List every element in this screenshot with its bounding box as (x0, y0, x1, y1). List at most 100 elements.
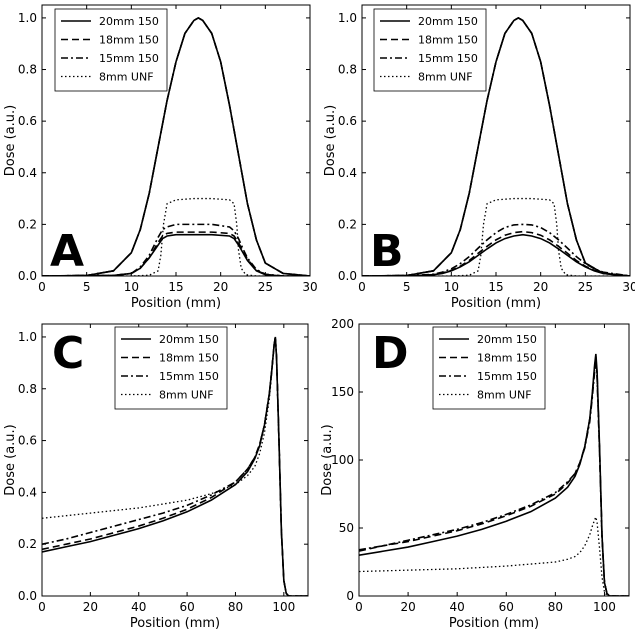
y-tick-label: 0.6 (18, 114, 37, 128)
x-tick-label: 100 (272, 600, 295, 614)
panel-letter: C (52, 328, 84, 379)
panel-d: 0 20 40 60 80 100 0 50 100 150 200 Position (mm) Dos… (320, 317, 630, 631)
x-tick-label: 20 (533, 280, 548, 294)
x-tick-label: 30 (622, 280, 635, 294)
legend-box (373, 8, 487, 92)
y-tick-label: 50 (339, 521, 354, 535)
series-line (42, 336, 308, 596)
legend-box (432, 326, 546, 410)
legend: 20mm 150 18mm 150 15mm 150 8mm UNF (114, 326, 228, 410)
x-tick-label: 20 (400, 600, 415, 614)
legend-label: 20mm 150 (477, 333, 537, 346)
series-line (362, 233, 630, 276)
y-tick-label: 0.2 (338, 217, 357, 231)
x-tick-label: 25 (258, 280, 273, 294)
y-axis-label: Dose (a.u.) (3, 424, 18, 495)
x-tick-label: 30 (302, 280, 317, 294)
series-line (42, 223, 310, 276)
y-axis-label: Dose (a.u.) (320, 424, 335, 495)
legend: 20mm 150 18mm 150 15mm 150 8mm UNF (54, 8, 168, 92)
y-tick-label: 1.0 (338, 11, 357, 25)
series-line (359, 515, 629, 596)
legend-label: 18mm 150 (159, 352, 219, 365)
legend-label: 15mm 150 (159, 370, 219, 383)
y-tick-label: 150 (331, 385, 354, 399)
y-tick-label: 0.8 (338, 63, 357, 77)
series-line (42, 16, 310, 276)
panel-letter: A (50, 226, 84, 277)
series-line (42, 336, 308, 596)
y-axis-label: Dose (a.u.) (3, 105, 18, 176)
x-tick-label: 80 (548, 600, 563, 614)
panel-letter: B (370, 226, 404, 277)
y-tick-label: 0.4 (338, 166, 357, 180)
x-tick-label: 0 (38, 280, 46, 294)
x-tick-label: 25 (578, 280, 593, 294)
x-tick-label: 15 (168, 280, 183, 294)
series-line (42, 231, 310, 276)
y-tick-label: 0.0 (18, 589, 37, 603)
series-line (362, 16, 630, 276)
y-tick-label: 1.0 (18, 330, 37, 344)
legend-label: 8mm UNF (418, 71, 473, 84)
x-tick-label: 60 (179, 600, 194, 614)
panel-a: 0 5 10 15 20 25 30 0.0 0.2 0.4 0.6 0.8 1.0 Position (… (3, 4, 318, 311)
x-tick-label: 0 (355, 600, 363, 614)
x-tick-label: 40 (131, 600, 146, 614)
y-tick-label: 0.2 (18, 217, 37, 231)
legend-label: 8mm UNF (159, 389, 214, 402)
y-tick-label: 0.0 (338, 269, 357, 283)
series-line (362, 197, 630, 276)
x-tick-label: 10 (444, 280, 459, 294)
x-tick-label: 20 (213, 280, 228, 294)
legend-box (114, 326, 228, 410)
x-tick-label: 5 (403, 280, 411, 294)
x-tick-label: 15 (488, 280, 503, 294)
x-tick-label: 80 (228, 600, 243, 614)
plot-frame (41, 323, 309, 597)
legend-label: 18mm 150 (477, 352, 537, 365)
series-line (359, 361, 629, 596)
x-tick-label: 100 (593, 600, 616, 614)
y-tick-label: 0 (346, 589, 354, 603)
x-tick-label: 20 (83, 600, 98, 614)
y-axis-label: Dose (a.u.) (323, 105, 338, 176)
legend-label: 20mm 150 (159, 333, 219, 346)
legend-label: 15mm 150 (477, 370, 537, 383)
y-tick-label: 0.2 (18, 537, 37, 551)
y-tick-label: 0.0 (18, 269, 37, 283)
y-tick-label: 100 (331, 453, 354, 467)
legend-label: 20mm 150 (418, 15, 478, 28)
y-tick-label: 200 (331, 317, 354, 331)
legend-label: 8mm UNF (477, 389, 532, 402)
y-tick-label: 0.6 (18, 434, 37, 448)
x-tick-label: 40 (450, 600, 465, 614)
y-tick-label: 0.4 (18, 485, 37, 499)
x-axis-label: Position (mm) (131, 296, 221, 311)
panel-c: 0 20 40 60 80 100 0.0 0.2 0.4 0.6 0.8 1.0 Position (… (3, 323, 309, 631)
legend-label: 18mm 150 (418, 34, 478, 47)
x-axis-label: Position (mm) (449, 616, 539, 631)
legend: 20mm 150 18mm 150 15mm 150 8mm UNF (432, 326, 546, 410)
legend-box (54, 8, 168, 92)
y-tick-label: 0.6 (338, 114, 357, 128)
legend: 20mm 150 18mm 150 15mm 150 8mm UNF (373, 8, 487, 92)
x-axis-label: Position (mm) (451, 296, 541, 311)
x-tick-label: 0 (358, 280, 366, 294)
panel-b: 0 5 10 15 20 25 30 0.0 0.2 0.4 0.6 0.8 1.0 Position (… (323, 4, 635, 311)
x-axis-label: Position (mm) (130, 616, 220, 631)
legend-label: 18mm 150 (99, 34, 159, 47)
x-tick-label: 10 (124, 280, 139, 294)
y-tick-label: 0.4 (18, 166, 37, 180)
legend-label: 8mm UNF (99, 71, 154, 84)
panel-letter: D (372, 328, 409, 379)
x-tick-label: 0 (38, 600, 46, 614)
series-line (362, 223, 630, 276)
y-tick-label: 1.0 (18, 11, 37, 25)
legend-label: 15mm 150 (418, 52, 478, 65)
series-line (42, 197, 310, 276)
legend-label: 20mm 150 (99, 15, 159, 28)
x-tick-label: 5 (83, 280, 91, 294)
x-tick-label: 60 (499, 600, 514, 614)
